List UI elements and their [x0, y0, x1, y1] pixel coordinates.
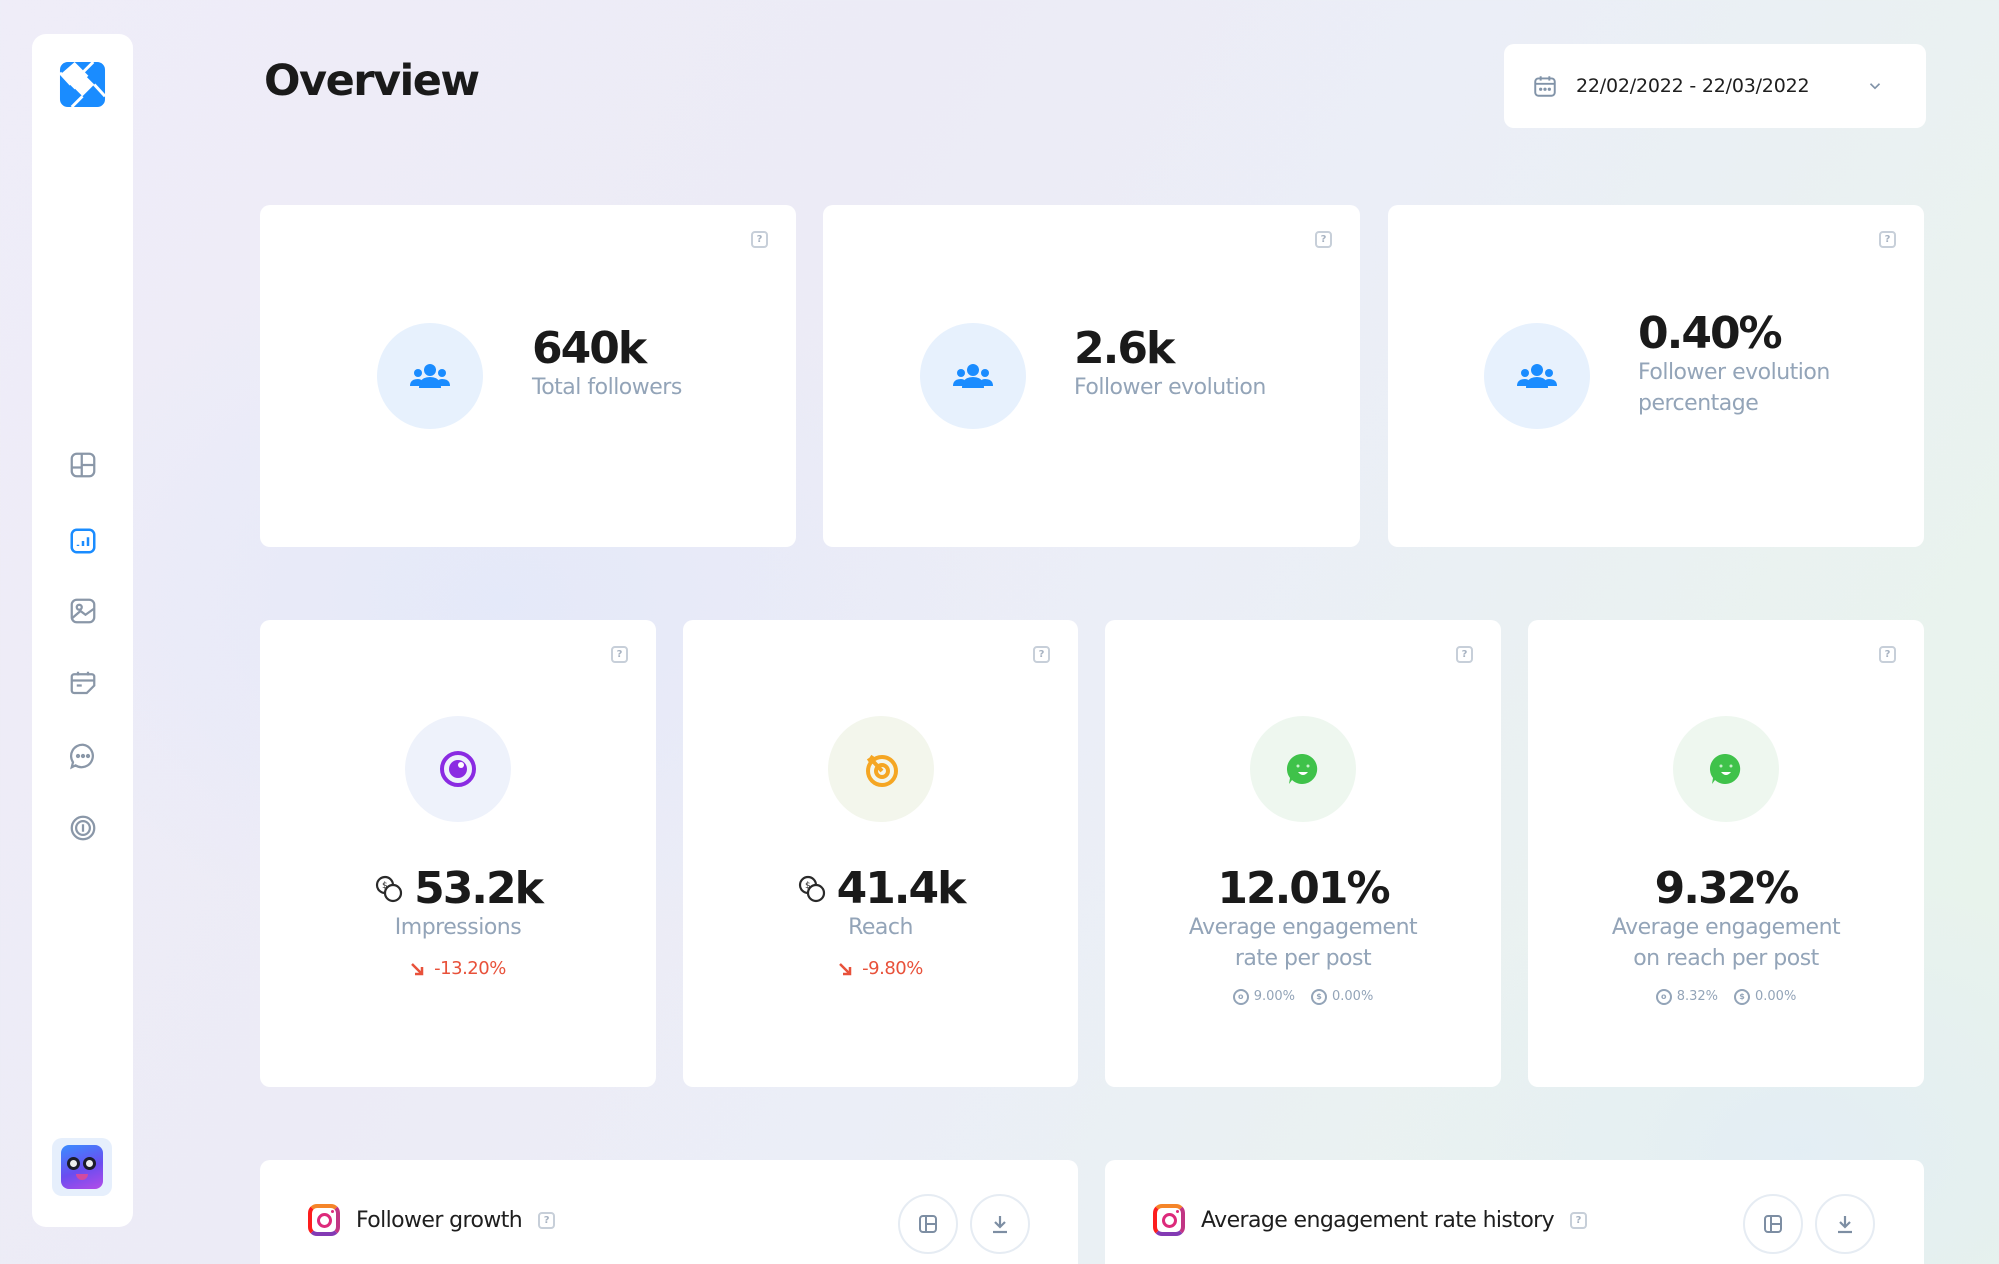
users-icon — [410, 364, 450, 388]
organic-icon: o — [1232, 988, 1249, 1005]
download-icon — [993, 1216, 1007, 1234]
help-icon[interactable]: ? — [1570, 1211, 1588, 1229]
avg-engagement-history-title: Average engagement rate history — [1201, 1207, 1555, 1233]
total-followers-card: ? 640k Total followers — [260, 205, 796, 547]
follower-evolution-value: 2.6k — [1074, 323, 1175, 374]
avg-engagement-rate-card: ? 12.01% Average engagement rate per pos… — [1105, 620, 1501, 1087]
instagram-icon — [308, 1204, 340, 1236]
impressions-delta: -13.20% — [434, 958, 506, 980]
users-icon-circle — [1484, 323, 1590, 429]
follower-evolution-label: Follower evolution — [1074, 375, 1266, 401]
avg-engagement-rate-label-line2: rate per post — [1234, 946, 1372, 972]
smile-chat-icon-circle — [1673, 716, 1779, 822]
sidebar-item-analytics[interactable] — [66, 524, 100, 558]
chat-icon — [70, 743, 94, 770]
target-icon — [866, 754, 898, 787]
download-button[interactable] — [1815, 1194, 1875, 1254]
users-icon — [1517, 364, 1557, 388]
organic-value: 9.00% — [1253, 989, 1295, 1005]
trend-down-icon — [839, 962, 852, 975]
layout-icon — [919, 1215, 937, 1233]
reach-card: ? $ 41.4k Reach -9.80% — [683, 620, 1078, 1087]
sidebar-item-messages[interactable] — [66, 739, 100, 773]
avg-engagement-reach-card: ? 9.32% Average engagement on reach per … — [1528, 620, 1924, 1087]
avg-engagement-rate-value: 12.01% — [1217, 863, 1390, 914]
page-title: Overview — [264, 56, 480, 106]
users-icon — [953, 364, 993, 388]
eye-icon — [440, 751, 476, 787]
help-icon[interactable]: ? — [1879, 646, 1896, 663]
bar-chart-icon — [70, 528, 96, 554]
svg-text:$: $ — [382, 881, 388, 891]
paid-icon: $ — [1311, 988, 1327, 1005]
trend-down-icon — [411, 962, 424, 975]
follower-growth-title: Follower growth — [356, 1207, 523, 1233]
avg-engagement-reach-label-line1: Average engagement — [1611, 915, 1841, 941]
follower-evolution-percentage-value: 0.40% — [1638, 308, 1783, 359]
svg-text:$: $ — [805, 881, 811, 891]
users-icon-circle — [377, 323, 483, 429]
download-button[interactable] — [970, 1194, 1030, 1254]
layout-icon — [70, 452, 96, 478]
help-icon[interactable]: ? — [1456, 646, 1473, 663]
total-followers-label: Total followers — [532, 375, 682, 401]
eye-icon-circle — [405, 716, 511, 822]
avg-engagement-rate-label-line1: Average engagement — [1188, 915, 1418, 941]
layout-toggle-button[interactable] — [1743, 1194, 1803, 1254]
layout-toggle-button[interactable] — [898, 1194, 958, 1254]
reach-label: Reach — [848, 915, 913, 941]
paid-value: 0.00% — [1332, 989, 1374, 1005]
help-icon[interactable]: ? — [1879, 231, 1896, 248]
coins-icon: $ — [375, 876, 403, 903]
users-icon-circle — [920, 323, 1026, 429]
sidebar-item-dashboard[interactable] — [66, 448, 100, 482]
smile-chat-icon — [1709, 753, 1741, 784]
smile-chat-icon — [1286, 753, 1318, 784]
image-icon — [70, 598, 96, 624]
paid-icon: $ — [1734, 988, 1750, 1005]
date-range-picker[interactable]: 22/02/2022 - 22/03/2022 — [1504, 44, 1926, 128]
date-range-value: 22/02/2022 - 22/03/2022 — [1576, 75, 1810, 97]
user-avatar[interactable] — [52, 1138, 112, 1196]
radar-icon — [70, 815, 96, 841]
sidebar-item-listening[interactable] — [66, 811, 100, 845]
follower-evolution-percentage-label-line1: Follower evolution — [1638, 360, 1830, 386]
total-followers-value: 640k — [532, 323, 647, 374]
help-icon[interactable]: ? — [611, 646, 628, 663]
sidebar-item-media[interactable] — [66, 594, 100, 628]
instagram-icon — [1153, 1204, 1185, 1236]
target-icon-circle — [828, 716, 934, 822]
impressions-label: Impressions — [394, 915, 522, 941]
organic-icon: o — [1655, 988, 1672, 1005]
sidebar — [32, 34, 133, 1227]
help-icon[interactable]: ? — [1033, 646, 1050, 663]
layout-icon — [1764, 1215, 1782, 1233]
avg-engagement-reach-value: 9.32% — [1654, 863, 1800, 914]
reach-delta: -9.80% — [862, 958, 923, 980]
calendar-note-icon — [70, 671, 96, 695]
coins-icon: $ — [798, 876, 825, 903]
sidebar-item-calendar[interactable] — [66, 666, 100, 700]
follower-evolution-percentage-card: ? 0.40% Follower evolution percentage — [1388, 205, 1924, 547]
smile-chat-icon-circle — [1250, 716, 1356, 822]
calendar-icon — [1534, 76, 1556, 97]
avatar-image — [61, 1145, 103, 1189]
paid-value: 0.00% — [1755, 989, 1797, 1005]
impressions-value: 53.2k — [414, 863, 544, 914]
follower-evolution-percentage-label-line2: percentage — [1638, 391, 1759, 417]
impressions-card: ? $ 53.2k Impressions -13.20% — [260, 620, 656, 1087]
app-logo-icon[interactable] — [58, 60, 107, 109]
reach-value: 41.4k — [836, 863, 967, 914]
follower-evolution-card: ? 2.6k Follower evolution — [823, 205, 1360, 547]
follower-growth-card: Follower growth ? — [260, 1160, 1078, 1264]
help-icon[interactable]: ? — [751, 231, 768, 248]
chevron-down-icon — [1869, 83, 1881, 90]
organic-value: 8.32% — [1676, 989, 1718, 1005]
avg-engagement-reach-label-line2: on reach per post — [1633, 946, 1819, 972]
help-icon[interactable]: ? — [538, 1211, 556, 1229]
avg-engagement-history-card: Average engagement rate history ? — [1105, 1160, 1924, 1264]
download-icon — [1838, 1216, 1852, 1234]
help-icon[interactable]: ? — [1315, 231, 1332, 248]
